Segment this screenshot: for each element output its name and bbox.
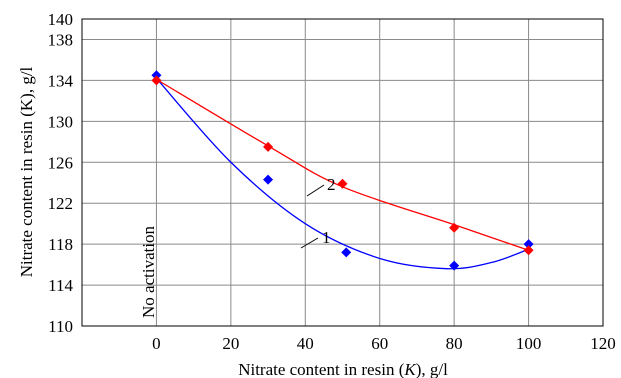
y-tick-label: 118 <box>48 235 73 254</box>
x-tick-label: 120 <box>590 334 616 353</box>
x-axis-title-suffix: ), g/l <box>416 360 448 378</box>
series-1-point <box>523 239 534 250</box>
x-axis-title-prefix: Nitrate content in resin ( <box>238 360 405 378</box>
y-tick-label: 138 <box>48 30 74 49</box>
series-1-point <box>449 260 460 271</box>
series-1-leader <box>300 237 319 249</box>
series-1-label: 1 <box>322 228 331 247</box>
y-tick-label: 110 <box>48 317 73 336</box>
series-1-fit-line <box>155 77 529 270</box>
x-axis-title: Nitrate content in resin (K), g/l <box>238 360 448 378</box>
plot-frame <box>81 18 604 327</box>
y-tick-label: 122 <box>48 194 74 213</box>
series-2-leader <box>306 184 325 197</box>
series-2-fit-line <box>156 78 529 251</box>
grid <box>82 18 604 327</box>
y-tick-label: 140 <box>48 10 74 29</box>
x-tick-label: 0 <box>152 334 161 353</box>
series-2-point <box>523 245 534 256</box>
x-tick-label: 80 <box>446 334 463 353</box>
y-tick-label: 114 <box>48 276 73 295</box>
series-1-point <box>263 174 274 185</box>
x-axis-title-var: K <box>403 360 417 378</box>
x-tick-label: 20 <box>222 334 239 353</box>
x-tick-labels: 0 20 40 60 80 100 120 <box>152 334 616 353</box>
fit-curves <box>155 77 529 270</box>
y-tick-label: 130 <box>48 112 74 131</box>
series-2-point <box>263 141 274 152</box>
y-tick-label: 126 <box>48 153 74 172</box>
series-2-point <box>449 222 460 233</box>
series-2-label: 2 <box>327 175 336 194</box>
series-2-point <box>337 178 348 189</box>
no-activation-annotation: No activation <box>139 225 158 318</box>
data-points <box>151 70 534 271</box>
series-1-point <box>341 247 352 258</box>
series-1-point <box>151 70 162 81</box>
x-tick-label: 40 <box>297 334 314 353</box>
y-tick-label: 134 <box>48 71 74 90</box>
x-tick-label: 100 <box>516 334 542 353</box>
x-tick-label: 60 <box>371 334 388 353</box>
y-axis-title: Nitrate content in resin (K), g/l <box>17 66 36 277</box>
series-2-point <box>151 75 162 86</box>
